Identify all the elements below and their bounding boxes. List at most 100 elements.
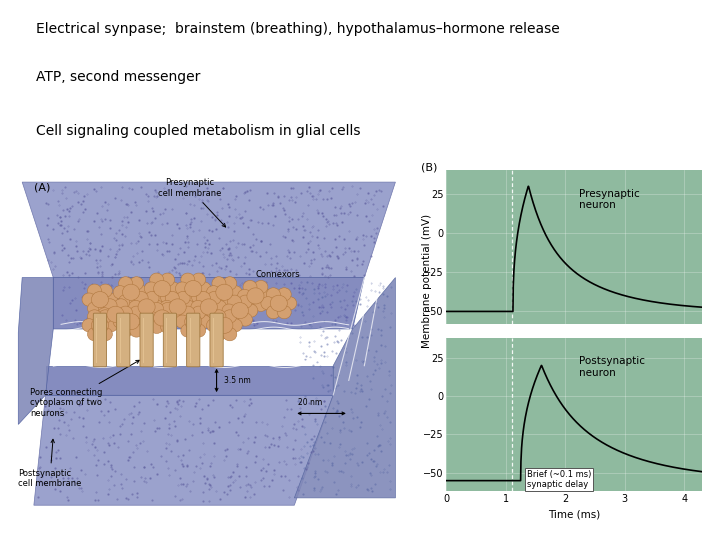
Circle shape	[144, 312, 158, 325]
Circle shape	[254, 280, 268, 294]
Circle shape	[212, 328, 226, 341]
Circle shape	[216, 317, 233, 333]
Circle shape	[191, 300, 205, 314]
Circle shape	[130, 294, 143, 308]
FancyBboxPatch shape	[94, 313, 107, 367]
Text: Electrical synpase;  brainstem (breathing), hypothalamus–hormone release: Electrical synpase; brainstem (breathing…	[36, 22, 559, 36]
FancyBboxPatch shape	[117, 313, 130, 367]
Circle shape	[166, 312, 180, 325]
Circle shape	[104, 293, 118, 306]
Circle shape	[122, 284, 140, 300]
Circle shape	[99, 302, 112, 315]
Circle shape	[166, 282, 180, 295]
Circle shape	[261, 296, 275, 310]
Circle shape	[181, 273, 195, 286]
Circle shape	[104, 319, 118, 332]
Polygon shape	[294, 278, 395, 498]
Circle shape	[207, 319, 220, 332]
FancyBboxPatch shape	[163, 313, 176, 367]
Circle shape	[259, 289, 274, 302]
Circle shape	[238, 313, 252, 326]
Circle shape	[145, 292, 159, 305]
Circle shape	[176, 315, 189, 328]
Circle shape	[130, 276, 143, 290]
Circle shape	[270, 295, 287, 312]
Circle shape	[181, 300, 196, 314]
Circle shape	[212, 276, 226, 290]
Circle shape	[107, 306, 124, 322]
Circle shape	[150, 302, 163, 316]
Polygon shape	[34, 395, 333, 505]
Circle shape	[176, 309, 190, 322]
Circle shape	[99, 310, 112, 323]
Circle shape	[207, 286, 220, 299]
Text: Connexors: Connexors	[235, 270, 300, 301]
Circle shape	[181, 306, 195, 319]
Text: 3.5 nm: 3.5 nm	[225, 376, 251, 385]
Text: Membrane potential (mV): Membrane potential (mV)	[422, 214, 432, 348]
Circle shape	[222, 294, 237, 308]
Text: 20 nm: 20 nm	[298, 398, 323, 407]
Circle shape	[153, 280, 171, 296]
Circle shape	[99, 284, 112, 298]
Polygon shape	[22, 182, 395, 278]
Circle shape	[88, 310, 102, 323]
Circle shape	[222, 304, 236, 317]
X-axis label: Time (ms): Time (ms)	[548, 510, 600, 519]
Circle shape	[120, 308, 133, 321]
Circle shape	[228, 319, 242, 332]
Circle shape	[197, 292, 210, 305]
Circle shape	[153, 310, 171, 326]
Circle shape	[150, 273, 163, 286]
Circle shape	[91, 317, 109, 333]
Circle shape	[103, 299, 117, 312]
Circle shape	[144, 282, 158, 295]
Circle shape	[197, 282, 211, 295]
Text: ATP, second messenger: ATP, second messenger	[36, 70, 200, 84]
Text: Brief (~0.1 ms)
synaptic delay: Brief (~0.1 ms) synaptic delay	[526, 470, 591, 489]
Circle shape	[119, 276, 132, 290]
Text: Postsynaptic
neuron: Postsynaptic neuron	[580, 356, 645, 377]
Circle shape	[135, 315, 149, 328]
Circle shape	[150, 300, 164, 314]
Circle shape	[197, 315, 211, 328]
Circle shape	[161, 302, 174, 316]
Circle shape	[181, 291, 195, 304]
Circle shape	[161, 291, 174, 304]
Circle shape	[238, 289, 251, 302]
Circle shape	[212, 294, 226, 308]
Circle shape	[88, 328, 102, 341]
Circle shape	[192, 324, 206, 337]
Circle shape	[130, 306, 143, 319]
Circle shape	[176, 282, 189, 295]
Circle shape	[207, 309, 221, 322]
Circle shape	[160, 300, 174, 314]
Circle shape	[176, 292, 190, 305]
Text: Presynaptic
neuron: Presynaptic neuron	[580, 188, 640, 210]
Circle shape	[119, 306, 132, 319]
Circle shape	[243, 280, 257, 294]
Circle shape	[169, 299, 186, 315]
Circle shape	[181, 324, 195, 337]
Circle shape	[192, 291, 206, 304]
Text: (B): (B)	[421, 162, 438, 172]
Circle shape	[200, 299, 217, 315]
Circle shape	[244, 304, 258, 317]
Circle shape	[254, 298, 268, 312]
Circle shape	[129, 300, 143, 314]
Circle shape	[113, 286, 127, 299]
Circle shape	[222, 276, 237, 290]
Circle shape	[138, 299, 155, 315]
Circle shape	[134, 309, 148, 322]
Circle shape	[145, 309, 159, 322]
FancyBboxPatch shape	[210, 313, 223, 367]
Circle shape	[119, 324, 132, 337]
Circle shape	[82, 319, 96, 332]
Circle shape	[266, 306, 280, 319]
Circle shape	[161, 320, 174, 334]
Circle shape	[197, 309, 210, 322]
Circle shape	[192, 273, 206, 286]
Text: Cell signaling coupled metabolism in glial cells: Cell signaling coupled metabolism in gli…	[36, 124, 361, 138]
Circle shape	[216, 284, 233, 300]
Circle shape	[99, 328, 112, 341]
